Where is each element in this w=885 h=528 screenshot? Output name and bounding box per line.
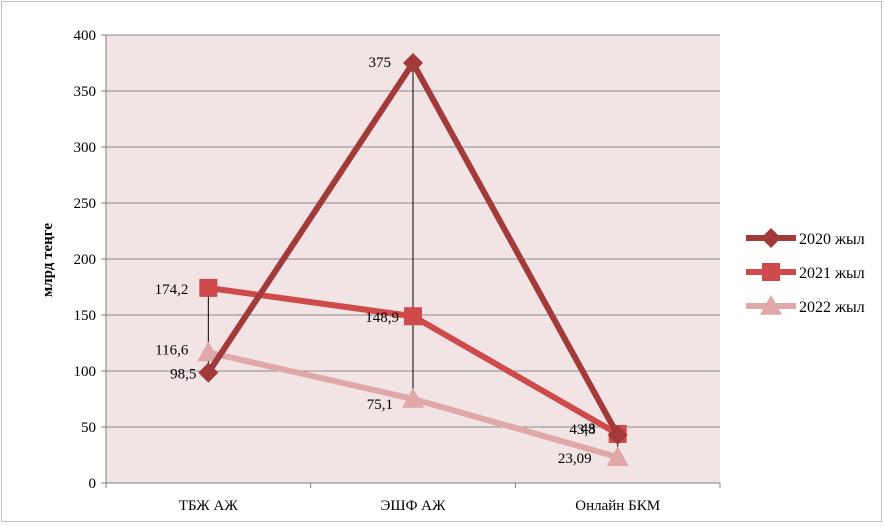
tick-labels: 0 50 100 150 200 250 300 350 400 ТБЖ АЖ ЭШФ АЖ Онла… [74,28,661,514]
data-point-marker [402,387,424,408]
data-point-marker [607,424,628,445]
data-label: 116,6 [155,342,189,358]
data-label: 23,09 [558,451,592,467]
y-tick-label: 50 [81,420,96,436]
legend-label: 2022 жыл [799,299,865,316]
x-tick-label: ЭШФ АЖ [381,498,446,514]
data-point-marker [404,307,422,326]
y-axis-label: млрд теңге [40,223,56,297]
data-point-marker [403,53,423,73]
y-tick-label: 100 [74,364,97,380]
data-point-marker [197,341,220,362]
data-label: 375 [369,55,392,71]
series-layer [197,53,629,466]
data-point-marker [606,446,629,466]
data-labels: 98,5 375 43 174,2 148,9 43,8 116,6 75,1 23,09 [155,55,596,467]
x-tick-label: Онлайн БКМ [575,498,660,514]
legend-item: 2021 жыл [746,263,865,282]
legend-swatch-marker [762,263,780,281]
y-tick-label: 150 [74,308,97,324]
y-tick-label: 0 [89,476,97,492]
legend-item: 2022 жыл [746,295,865,316]
data-label: 174,2 [155,282,189,298]
data-label: 43 [581,421,596,437]
data-label: 75,1 [367,397,393,413]
legend-label: 2021 жыл [799,265,865,282]
y-tick-label: 350 [74,84,97,100]
data-label: 148,9 [365,310,399,326]
y-tick-label: 400 [74,28,97,44]
y-tick-label: 250 [74,196,97,212]
data-label: 43,8 [569,422,595,438]
y-tick-label: 200 [74,252,97,268]
legend-swatch-marker [761,228,781,248]
data-point-marker [199,278,218,297]
data-point-marker [198,362,219,383]
legend: 2020 жыл 2021 жыл 2022 жыл [746,228,865,316]
legend-item: 2020 жыл [746,228,865,248]
legend-swatch-marker [760,295,782,315]
legend-label: 2020 жыл [799,231,865,248]
data-label: 98,5 [170,367,196,383]
axes [101,34,721,488]
x-tick-label: ТБЖ АЖ [179,498,238,514]
y-tick-label: 300 [74,140,97,156]
